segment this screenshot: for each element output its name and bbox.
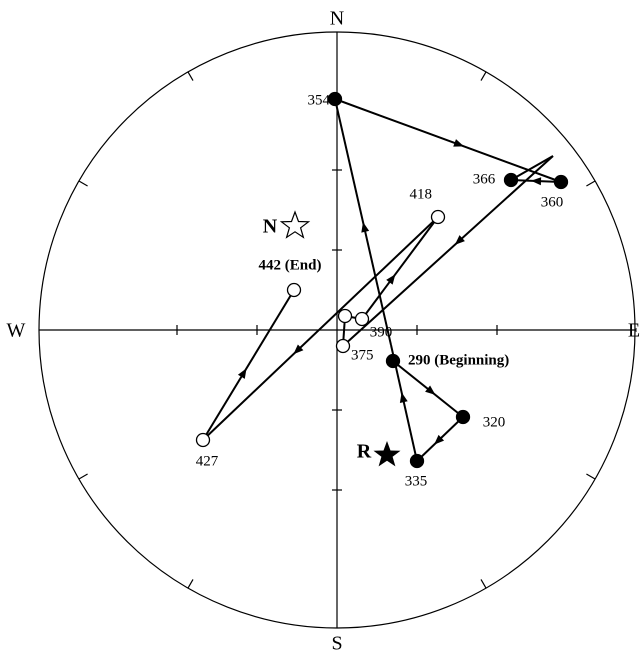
- rim-tick: [187, 579, 194, 589]
- arrowhead: [361, 222, 370, 233]
- point-label: 390: [370, 324, 393, 340]
- normal-pole-label: N: [263, 216, 278, 238]
- arrowhead: [453, 139, 464, 147]
- arrowhead: [293, 344, 304, 355]
- rim-tick: [480, 71, 487, 81]
- arrowhead: [237, 368, 247, 379]
- rim-tick: [187, 71, 194, 81]
- rim-tick: [78, 180, 88, 187]
- path-segment: [202, 216, 439, 441]
- open-point: [337, 308, 353, 324]
- open-point: [335, 338, 351, 354]
- point-label: 290 (Beginning): [408, 352, 509, 368]
- path-segment: [342, 155, 554, 347]
- filled-point: [455, 409, 471, 425]
- filled-point: [327, 91, 343, 107]
- rim-tick: [586, 180, 596, 187]
- arrowhead: [425, 385, 436, 395]
- point-label: 360: [541, 194, 564, 210]
- path-segment: [361, 216, 439, 320]
- point-label: 427: [196, 453, 219, 469]
- filled-point: [553, 174, 569, 190]
- arrowhead: [434, 434, 445, 445]
- west-label: W: [7, 320, 26, 342]
- point-label: 335: [405, 473, 428, 489]
- east-label: E: [628, 320, 640, 342]
- path-segment: [510, 155, 554, 181]
- open-point: [430, 209, 446, 225]
- arrowhead: [386, 274, 396, 285]
- point-label: 375: [351, 347, 374, 363]
- stereonet: [38, 31, 636, 629]
- point-label: 320: [483, 414, 506, 430]
- point-label: 442 (End): [259, 257, 322, 273]
- points: [195, 91, 569, 469]
- rim-tick: [78, 473, 88, 480]
- reversed-pole-star: [373, 441, 401, 467]
- filled-point: [409, 453, 425, 469]
- open-point: [286, 282, 302, 298]
- filled-point: [385, 353, 401, 369]
- rim-tick: [480, 579, 487, 589]
- rim-tick: [586, 473, 596, 480]
- north-label: N: [330, 8, 344, 30]
- open-point: [354, 311, 370, 327]
- point-label: 366: [473, 171, 496, 187]
- path-segment: [334, 98, 562, 183]
- normal-pole-star: [279, 210, 311, 239]
- arrowhead: [454, 235, 465, 245]
- path-segment: [202, 289, 295, 441]
- arrowhead: [531, 177, 542, 186]
- pole-path: [202, 98, 562, 462]
- south-label: S: [331, 633, 342, 655]
- point-label: 354: [308, 92, 331, 108]
- open-point: [195, 432, 211, 448]
- point-label: 418: [410, 186, 433, 202]
- reversed-pole-label: R: [357, 441, 372, 463]
- filled-point: [503, 172, 519, 188]
- path-segment: [334, 98, 392, 346]
- arrowhead: [399, 392, 408, 403]
